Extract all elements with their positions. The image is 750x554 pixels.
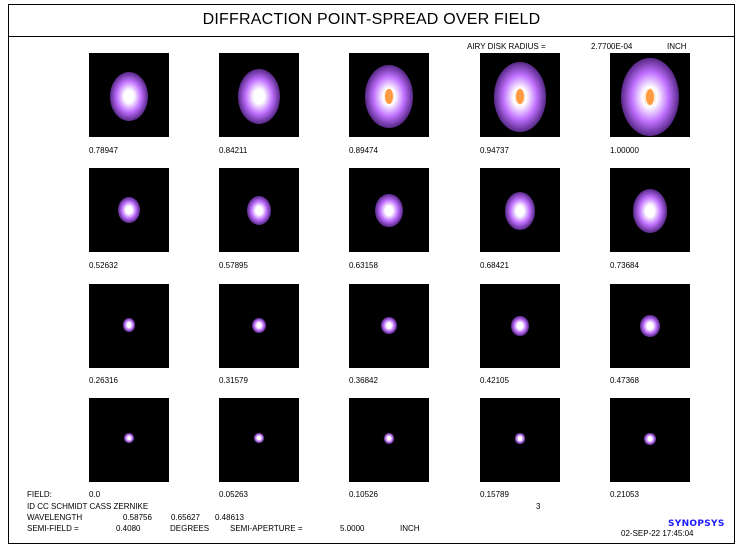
field-value-label: 0.78947 (89, 146, 118, 155)
psf-core (385, 205, 393, 216)
field-value-label: 0.42105 (480, 376, 509, 385)
field-value-label: 0.10526 (349, 490, 378, 499)
psf-tile (610, 53, 690, 137)
psf-tile (349, 284, 429, 368)
field-value-label: 0.31579 (219, 376, 248, 385)
airy-disk-value: 2.7700E-04 (591, 42, 633, 51)
psf-core (517, 322, 523, 330)
semi-field-value: 0.4080 (116, 524, 141, 533)
psf-core (647, 321, 653, 330)
psf-core (386, 322, 392, 329)
field-value-label: 1.00000 (610, 146, 639, 155)
field-label: FIELD: (27, 490, 52, 499)
psf-tile (219, 53, 299, 137)
psf-core (126, 205, 132, 215)
plot-title: DIFFRACTION POINT-SPREAD OVER FIELD (8, 4, 735, 37)
semi-field-label: SEMI-FIELD = (27, 524, 79, 533)
psf-core (385, 89, 393, 104)
psf-tile (89, 284, 169, 368)
field-value-label: 0.15789 (480, 490, 509, 499)
semi-aperture-value: 5.0000 (340, 524, 365, 533)
field-value-label: 0.0 (89, 490, 101, 499)
psf-tile (480, 398, 560, 482)
psf-core (126, 322, 132, 328)
psf-tile (610, 398, 690, 482)
psf-tile (349, 398, 429, 482)
psf-tile (480, 284, 560, 368)
wavelength-3: 0.48613 (215, 513, 244, 522)
psf-tile (610, 284, 690, 368)
psf-tile (480, 168, 560, 252)
airy-disk-unit: INCH (667, 42, 687, 51)
psf-tile (480, 53, 560, 137)
psf-tile (89, 53, 169, 137)
semi-aperture-unit: INCH (400, 524, 420, 533)
psf-tile (219, 168, 299, 252)
field-value-label: 0.68421 (480, 261, 509, 270)
psf-core (127, 436, 131, 440)
psf-core (255, 89, 263, 103)
field-value-label: 0.89474 (349, 146, 378, 155)
psf-tile (89, 398, 169, 482)
psf-core (646, 89, 654, 105)
field-value-label: 0.26316 (89, 376, 118, 385)
psf-core (647, 436, 653, 442)
psf-core (125, 89, 133, 103)
psf-tile (349, 53, 429, 137)
psf-core (256, 205, 262, 215)
field-value-label: 0.73684 (610, 261, 639, 270)
field-value-label: 0.21053 (610, 490, 639, 499)
field-value-label: 0.94737 (480, 146, 509, 155)
psf-tile (219, 398, 299, 482)
synopsys-logo: SYNOPSYS (668, 519, 725, 529)
psf-core (516, 205, 524, 217)
lens-id: ID CC SCHMIDT CASS ZERNIKE (27, 502, 149, 511)
semi-field-unit: DEGREES (170, 524, 210, 533)
psf-core (256, 322, 262, 329)
field-value-label: 0.84211 (219, 146, 248, 155)
psf-core (516, 89, 524, 105)
field-value-label: 0.63158 (349, 261, 378, 270)
psf-core (257, 436, 261, 440)
field-value-label: 0.36842 (349, 376, 378, 385)
field-value-label: 0.57895 (219, 261, 248, 270)
field-value-label: 0.47368 (610, 376, 639, 385)
wavelength-label: WAVELENGTH (27, 513, 83, 522)
psf-tile (610, 168, 690, 252)
psf-tile (349, 168, 429, 252)
wavelength-2: 0.65627 (171, 513, 200, 522)
psf-tile (89, 168, 169, 252)
psf-core (387, 436, 391, 441)
psf-tile (219, 284, 299, 368)
airy-disk-label: AIRY DISK RADIUS = (467, 42, 546, 51)
field-value-label: 0.52632 (89, 261, 118, 270)
semi-aperture-label: SEMI-APERTURE = (230, 524, 303, 533)
timestamp: 02-SEP-22 17:45:04 (621, 529, 694, 538)
field-value-label: 0.05263 (219, 490, 248, 499)
lens-number: 3 (536, 502, 541, 511)
wavelength-1: 0.58756 (123, 513, 152, 522)
plot-frame (8, 4, 735, 544)
psf-core (646, 205, 654, 217)
psf-core (518, 436, 522, 441)
